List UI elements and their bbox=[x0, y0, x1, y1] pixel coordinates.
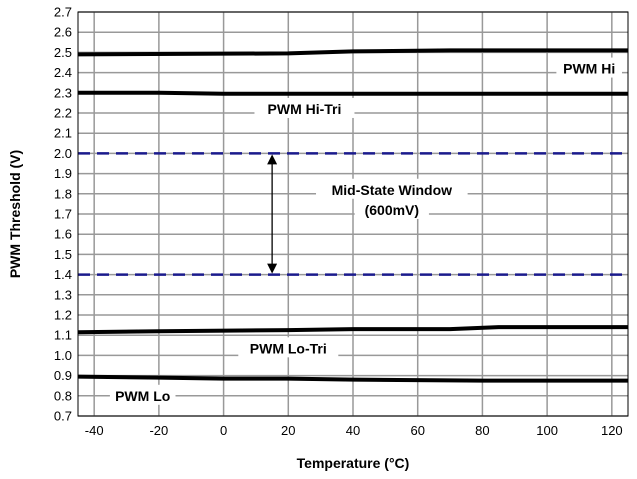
y-tick-label: 0.8 bbox=[54, 388, 72, 403]
x-tick-labels: -40 -20 0 20 40 60 80 100 120 bbox=[85, 423, 623, 438]
y-tick-label: 1.5 bbox=[54, 247, 72, 262]
y-tick-label: 1.4 bbox=[54, 267, 72, 282]
x-tick-label: 80 bbox=[475, 423, 489, 438]
y-tick-labels: 0.7 0.8 0.9 1.0 1.1 1.2 1.3 1.4 1.5 1.6 1.7 1.8 1.9 2… bbox=[54, 5, 72, 424]
annotation-background bbox=[109, 384, 176, 405]
series-line-pwm-hi bbox=[77, 48, 628, 57]
series-line-pwm-hi-tri bbox=[78, 90, 628, 96]
x-tick-label: 60 bbox=[410, 423, 424, 438]
x-tick-label: -20 bbox=[149, 423, 168, 438]
y-tick-label: 0.7 bbox=[54, 409, 72, 424]
annotation-background bbox=[316, 178, 468, 199]
y-tick-label: 1.3 bbox=[54, 287, 72, 302]
x-tick-label: 120 bbox=[601, 423, 623, 438]
y-tick-label: 2.5 bbox=[54, 45, 72, 60]
chart-annotations: PWM Hi PWM Hi-Tri Mid-State Window (600mV) P… bbox=[109, 57, 622, 405]
annotation-pwm-lo: PWM Lo bbox=[115, 388, 170, 404]
y-tick-label: 1.1 bbox=[54, 328, 72, 343]
y-tick-label: 1.8 bbox=[54, 186, 72, 201]
y-tick-label: 2.2 bbox=[54, 106, 72, 121]
x-tick-label: 100 bbox=[536, 423, 558, 438]
y-tick-label: 2.3 bbox=[54, 85, 72, 100]
y-tick-label: 1.7 bbox=[54, 207, 72, 222]
x-tick-label: -40 bbox=[85, 423, 104, 438]
y-axis-title: PWM Threshold (V) bbox=[7, 150, 23, 278]
series-line-pwm-lo bbox=[77, 374, 628, 383]
annotation-background bbox=[556, 57, 622, 78]
x-axis-title: Temperature (°C) bbox=[297, 455, 410, 471]
annotation-pwm-hi-tri: PWM Hi-Tri bbox=[268, 101, 342, 117]
chart-grid bbox=[78, 11, 628, 417]
annotation-background bbox=[254, 97, 355, 118]
annotation-pwm-lo-tri: PWM Lo-Tri bbox=[250, 340, 327, 356]
y-tick-label: 1.6 bbox=[54, 227, 72, 242]
y-tick-label: 2.1 bbox=[54, 126, 72, 141]
annotation-mid-state-1: Mid-State Window bbox=[332, 182, 453, 198]
x-tick-label: 20 bbox=[281, 423, 295, 438]
annotation-mid-state-2: (600mV) bbox=[365, 202, 419, 218]
chart-series bbox=[77, 48, 628, 383]
y-tick-label: 0.9 bbox=[54, 368, 72, 383]
y-tick-label: 1.9 bbox=[54, 166, 72, 181]
x-tick-label: 40 bbox=[346, 423, 360, 438]
annotation-background bbox=[354, 198, 429, 219]
annotation-pwm-hi: PWM Hi bbox=[563, 61, 615, 77]
y-tick-label: 2.7 bbox=[54, 5, 72, 20]
y-tick-label: 2.6 bbox=[54, 25, 72, 40]
y-tick-label: 1.2 bbox=[54, 308, 72, 323]
series-line-pwm-lo-tri bbox=[77, 325, 628, 335]
annotation-background bbox=[238, 337, 339, 358]
plot-frame bbox=[77, 11, 629, 417]
x-tick-label: 0 bbox=[220, 423, 227, 438]
y-tick-label: 2.0 bbox=[54, 146, 72, 161]
y-tick-label: 1.0 bbox=[54, 348, 72, 363]
y-tick-label: 2.4 bbox=[54, 65, 72, 80]
